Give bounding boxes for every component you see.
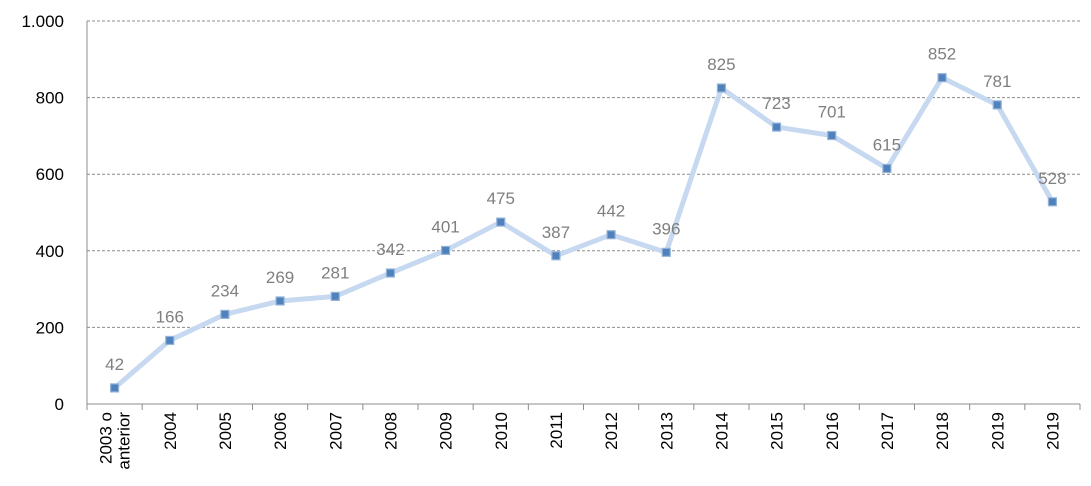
marker	[551, 251, 561, 261]
marker	[716, 83, 727, 93]
data-label: 701	[818, 103, 846, 122]
marker	[109, 383, 120, 393]
marker	[165, 335, 175, 346]
data-label: 281	[321, 263, 349, 282]
y-tick-label: 600	[36, 165, 64, 184]
x-tick-label: 2019	[988, 412, 1007, 450]
x-tick-label: 2011	[547, 412, 566, 449]
x-tick-label: 2008	[381, 412, 400, 450]
marker	[440, 245, 451, 256]
data-label: 723	[762, 94, 790, 113]
marker	[1047, 197, 1058, 207]
marker	[771, 122, 782, 132]
y-tick-label: 200	[36, 318, 64, 337]
x-tick-label-part: 2003 o	[97, 412, 116, 464]
line	[112, 75, 1055, 390]
data-label: 475	[487, 189, 515, 208]
data-label: 442	[597, 202, 625, 221]
x-tick-label: 2004	[161, 412, 180, 450]
x-tick-label: 2016	[823, 412, 842, 450]
x-tick-label: 2017	[878, 412, 897, 450]
x-tick-label: 2019	[1043, 412, 1062, 450]
marker	[882, 163, 892, 174]
data-label: 825	[707, 55, 735, 74]
marker	[330, 291, 340, 301]
y-tick-label: 800	[36, 89, 64, 108]
x-tick-label: 2005	[216, 412, 235, 450]
data-label: 269	[266, 268, 294, 287]
x-tick-label: 2009	[437, 412, 456, 450]
data-label: 387	[542, 223, 570, 242]
data-label: 342	[376, 240, 404, 259]
marker	[496, 217, 506, 227]
x-tick-label: 2014	[712, 412, 731, 450]
x-tick-label: 2006	[271, 412, 290, 450]
data-label: 401	[431, 217, 459, 236]
data-label: 234	[211, 281, 239, 300]
y-tick-label: 0	[55, 395, 64, 414]
marker	[661, 247, 671, 257]
x-tick-label: 2010	[492, 412, 511, 450]
y-tick-label: 400	[36, 242, 64, 261]
data-label: 615	[873, 135, 901, 154]
marker	[385, 268, 396, 278]
data-label: 528	[1038, 169, 1066, 188]
marker	[827, 130, 837, 141]
x-tick-label: 2012	[602, 412, 621, 450]
data-label: 852	[928, 45, 956, 64]
x-tick-label: 2018	[933, 412, 952, 450]
x-tick-label: 2015	[768, 412, 787, 450]
x-tick-label-part: anterior	[115, 412, 134, 470]
data-label: 166	[156, 307, 184, 326]
marker	[606, 230, 616, 240]
data-label: 42	[105, 355, 124, 374]
y-tick-label: 1.000	[21, 12, 64, 31]
marker	[992, 100, 1002, 110]
x-tick-label: 2013	[657, 412, 676, 450]
data-label: 781	[983, 72, 1011, 91]
data-label: 396	[652, 219, 680, 238]
marker	[937, 73, 947, 83]
x-tick-label: 2007	[326, 412, 345, 450]
x-tick-label: 2003 oanterior	[97, 412, 134, 470]
marker	[275, 296, 285, 306]
marker	[220, 309, 230, 319]
